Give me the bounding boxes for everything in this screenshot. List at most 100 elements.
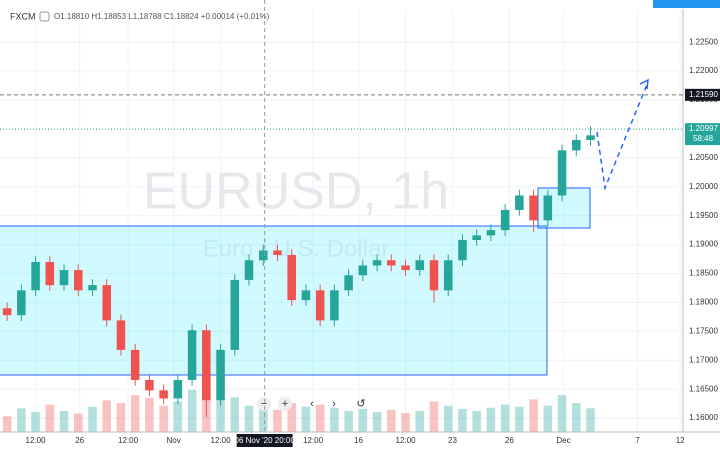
candle-body <box>17 290 26 316</box>
volume-bar <box>387 409 396 432</box>
candle-body <box>372 260 382 266</box>
volume-bar <box>59 410 69 432</box>
candle-body <box>429 260 439 291</box>
candle-body <box>358 265 368 276</box>
top-button[interactable] <box>653 0 720 8</box>
x-tick-label: 12:00 <box>396 436 417 445</box>
volume-bar <box>116 403 126 432</box>
x-tick-label: 12:00 <box>211 436 232 445</box>
candle-body <box>230 279 240 350</box>
candle-body <box>145 379 154 391</box>
candle-body <box>2 308 12 316</box>
candle-body <box>543 195 553 221</box>
volume-bar <box>543 405 553 432</box>
candle-body <box>401 265 410 271</box>
y-tick-label: 1.17000 <box>689 355 718 364</box>
crosshair-time-box <box>236 434 293 447</box>
zoom-controls: − + ‹ › ↺ <box>257 397 366 411</box>
y-tick-label: 1.22000 <box>689 66 718 75</box>
x-tick-label: 12 <box>676 436 685 445</box>
candle-body <box>529 195 538 221</box>
x-tick-label: 16 <box>354 436 363 445</box>
x-tick-label: Nov <box>166 436 180 445</box>
candle-body <box>301 290 311 301</box>
candle-body <box>31 261 40 291</box>
candle-body <box>586 135 595 140</box>
volume-bar <box>258 408 268 432</box>
candle-body <box>557 150 567 196</box>
volume-bar <box>358 408 368 432</box>
y-tick-label: 1.19500 <box>689 211 718 220</box>
candle-body <box>88 285 97 291</box>
y-tick-label: 1.18000 <box>689 298 718 307</box>
candle-body <box>500 209 510 231</box>
volume-bar <box>572 403 581 432</box>
top-toolbar <box>0 0 720 9</box>
source: FXCM <box>10 11 36 21</box>
volume-bar <box>287 403 296 432</box>
volume-bar <box>301 406 311 432</box>
arrow-drawing[interactable] <box>596 81 649 191</box>
volume-bar <box>17 408 26 432</box>
y-tick-label: 1.20000 <box>689 182 718 191</box>
scroll-right[interactable]: › <box>332 398 336 410</box>
price-axis <box>683 0 720 450</box>
volume-bar <box>102 400 111 432</box>
volume-bar <box>586 408 595 432</box>
candle-body <box>45 261 55 286</box>
y-tick-label: 1.20500 <box>689 153 718 162</box>
volume-bar <box>173 401 183 432</box>
x-tick-label: 23 <box>448 436 457 445</box>
candle-body <box>102 285 111 321</box>
volume-bar <box>244 405 254 432</box>
volume-bar <box>130 395 140 432</box>
watermark-description: Euro / U.S. Dollar <box>203 235 390 262</box>
zoom-out[interactable] <box>257 397 271 411</box>
y-tick-label: 1.22500 <box>689 37 718 46</box>
x-tick-label: 12:00 <box>118 436 139 445</box>
x-tick-label: 26 <box>505 436 514 445</box>
volume-bar <box>45 404 55 432</box>
arrow-head <box>639 78 649 90</box>
volume-bar <box>458 408 467 432</box>
y-tick-label: 1.18500 <box>689 269 718 278</box>
crosshair-time-label: 06 Nov '20 20:00 <box>235 436 296 445</box>
volume-bar <box>315 404 325 432</box>
candle-body <box>187 330 197 380</box>
x-tick-label: 26 <box>75 436 84 445</box>
volume-bar <box>187 389 197 432</box>
crosshair-price-box <box>685 88 720 101</box>
eye-icon[interactable] <box>39 11 50 22</box>
scroll-left[interactable]: ‹ <box>310 398 314 410</box>
volume-bar <box>159 405 168 432</box>
zoom-in[interactable] <box>278 397 292 411</box>
time-axis <box>0 432 720 450</box>
candle-body <box>472 235 481 240</box>
candle-body <box>572 139 581 151</box>
volume-bar <box>344 410 353 432</box>
candle-body <box>415 260 425 271</box>
candle-body <box>216 349 225 401</box>
watermark-symbol: EURUSD, 1h <box>143 163 449 221</box>
candle-body <box>458 240 467 261</box>
volume-bar <box>2 416 12 432</box>
candle-body <box>73 270 83 291</box>
volume-bar <box>557 395 567 432</box>
reset[interactable]: ↺ <box>356 398 365 410</box>
candle-body <box>344 275 353 291</box>
volume-bar <box>145 397 154 432</box>
candle-body <box>515 195 524 210</box>
volume-bar <box>230 397 240 432</box>
volume <box>2 382 595 432</box>
candles <box>2 126 595 417</box>
candle-body <box>258 250 268 261</box>
candle-body <box>173 379 183 399</box>
x-tick-label: 12:00 <box>303 436 324 445</box>
volume-bar <box>443 405 453 432</box>
grid <box>0 0 683 432</box>
x-tick-label: 12:00 <box>26 436 47 445</box>
volume-bar <box>88 406 97 432</box>
volume-bar <box>529 399 538 432</box>
volume-bar <box>415 410 425 432</box>
candle-body <box>130 349 140 380</box>
